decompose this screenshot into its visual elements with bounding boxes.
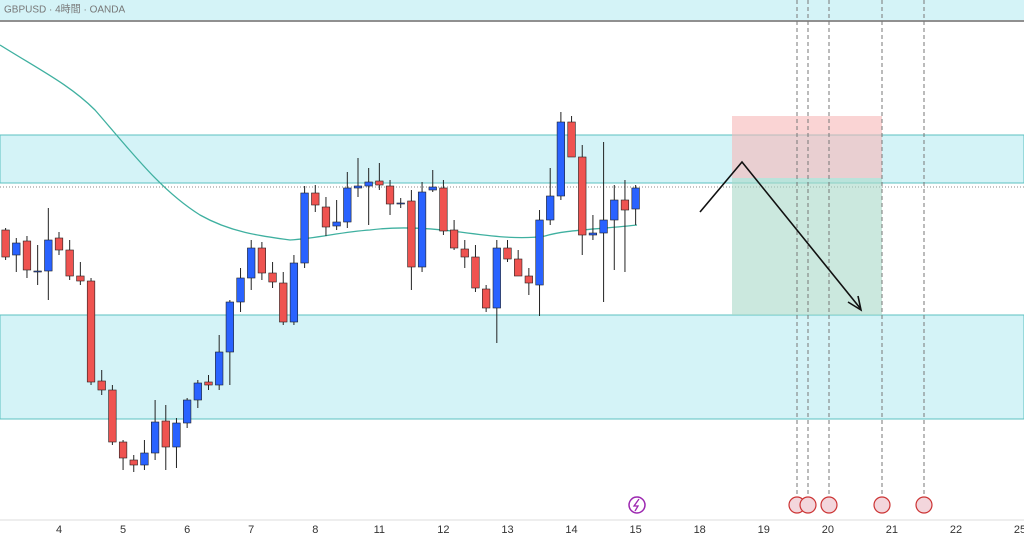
candle-body xyxy=(257,247,266,274)
candle-body xyxy=(396,202,405,205)
event-icons xyxy=(788,496,933,514)
candle-body xyxy=(471,256,480,289)
event-icon xyxy=(799,496,817,514)
event-icon xyxy=(820,496,838,514)
candle-body xyxy=(161,420,170,448)
stop-zone xyxy=(732,116,882,178)
candle-body xyxy=(332,221,341,227)
candle-body xyxy=(236,277,245,303)
event-icon xyxy=(632,498,640,512)
x-tick-label: 5 xyxy=(120,524,126,536)
candle-body xyxy=(108,389,117,443)
candle-body xyxy=(268,272,277,283)
event-lines xyxy=(796,0,925,495)
candle-body xyxy=(65,249,74,277)
candle-body xyxy=(54,237,64,251)
candle-body xyxy=(439,187,448,232)
candle-body xyxy=(311,192,320,206)
candle-body xyxy=(76,275,85,282)
candle-body xyxy=(407,200,416,268)
x-tick-label: 15 xyxy=(630,524,642,536)
x-tick-label: 19 xyxy=(758,524,770,536)
x-tick-label: 11 xyxy=(374,524,385,536)
candle-body xyxy=(535,219,544,286)
candle-body xyxy=(129,459,138,466)
x-tick-label: 13 xyxy=(501,524,513,536)
candle-body xyxy=(343,187,352,223)
zone xyxy=(0,314,1024,420)
chart-title: GBPUSD · 4時間 · OANDA xyxy=(4,4,125,16)
candle-body xyxy=(503,247,512,260)
x-tick-label: 20 xyxy=(822,524,834,536)
candle-body xyxy=(279,282,288,323)
moving-average xyxy=(0,44,638,241)
candle-body xyxy=(631,187,640,210)
event-icon xyxy=(873,496,891,514)
candle-body xyxy=(620,199,630,211)
candle-body xyxy=(556,121,565,197)
event-icon xyxy=(915,496,933,514)
candle-body xyxy=(375,180,384,186)
candle-body xyxy=(22,240,32,271)
candle-body xyxy=(599,219,608,234)
x-tick-label: 6 xyxy=(184,524,190,536)
candle-body xyxy=(225,301,234,353)
candle-body xyxy=(1,229,10,258)
candle-body xyxy=(364,181,373,187)
candle-body xyxy=(492,247,501,309)
candle-body xyxy=(204,381,213,386)
candle-body xyxy=(578,156,587,236)
candle-body xyxy=(44,239,53,272)
candle-body xyxy=(300,192,309,264)
candle-body xyxy=(140,452,149,466)
candle-body xyxy=(247,247,256,279)
candle-body xyxy=(33,270,42,273)
candle-body xyxy=(460,248,469,258)
candle-body xyxy=(118,441,128,459)
candle-body xyxy=(183,399,192,424)
candle-body xyxy=(193,382,202,401)
candle-body xyxy=(567,121,576,158)
candle-body xyxy=(449,229,459,249)
candle-body xyxy=(482,288,491,309)
x-tick-label: 21 xyxy=(886,524,898,536)
candle-body xyxy=(215,351,224,386)
candle-body xyxy=(86,280,96,383)
candle-body xyxy=(172,422,181,448)
x-tick-label: 14 xyxy=(565,524,577,536)
candle-body xyxy=(12,242,21,256)
x-tick-label: 12 xyxy=(437,524,449,536)
candle-body xyxy=(321,206,331,228)
candle-body xyxy=(417,191,427,268)
candles xyxy=(1,112,640,472)
candle-body xyxy=(610,199,619,221)
candle-body xyxy=(514,258,523,277)
x-tick-label: 4 xyxy=(56,524,62,536)
x-tick-label: 7 xyxy=(248,524,254,536)
target-zone xyxy=(732,178,882,315)
candle-body xyxy=(524,275,533,284)
candle-body xyxy=(97,380,106,391)
x-tick-label: 22 xyxy=(950,524,962,536)
candle-body xyxy=(353,185,363,189)
candle-body xyxy=(385,185,395,205)
x-tick-label: 8 xyxy=(312,524,318,536)
candle-body xyxy=(546,195,555,221)
event-icon xyxy=(628,496,646,514)
x-tick-label: 25 xyxy=(1014,524,1024,536)
candle-body xyxy=(428,186,437,191)
arrow xyxy=(699,160,863,312)
candle-body xyxy=(151,421,160,454)
x-tick-label: 18 xyxy=(694,524,706,536)
candle-body xyxy=(588,232,598,236)
header-band xyxy=(0,0,1024,20)
candle-body xyxy=(289,262,299,323)
